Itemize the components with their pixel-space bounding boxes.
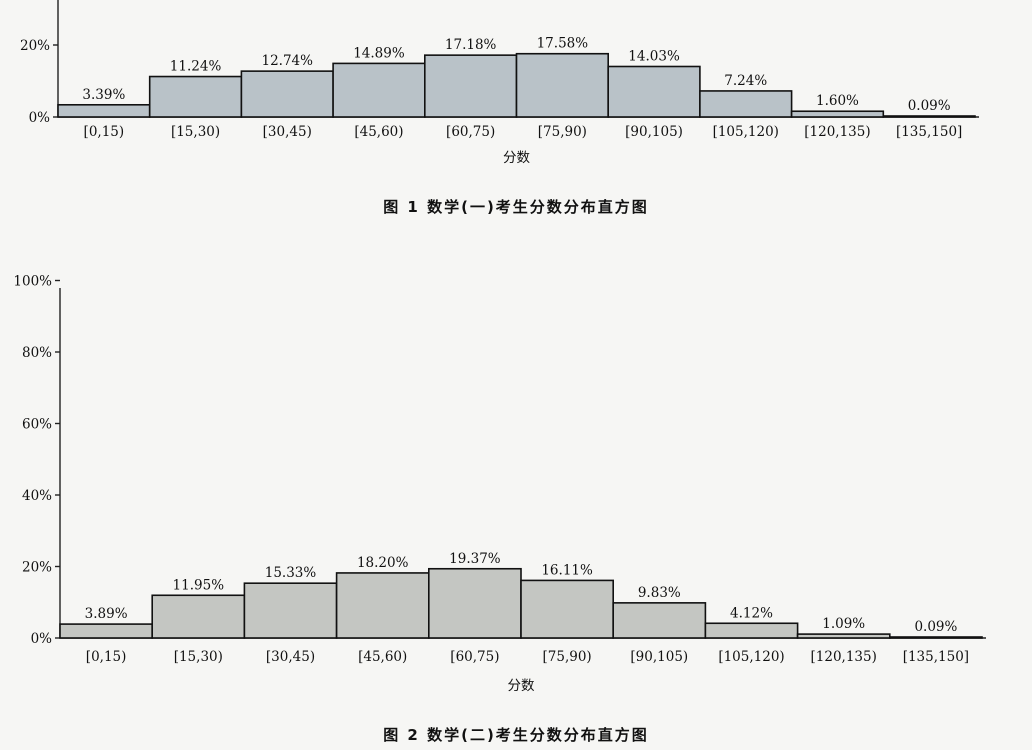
x-tick-label: [30,45): [266, 649, 315, 665]
data-label: 0.09%: [908, 98, 951, 114]
histogram-math-1: 0% 20% 3.39% [0,15) 11.24% [15,30) 12.74% [30,4…: [20, 0, 979, 166]
bar: [427, 567, 522, 639]
bar: [148, 75, 243, 118]
bar: [515, 52, 609, 118]
data-label: 9.83%: [638, 585, 681, 601]
data-label: 1.09%: [822, 616, 865, 632]
x-tick-label: [60,75): [450, 649, 499, 665]
data-label: 16.11%: [541, 562, 593, 578]
x-tick-label: [120,135): [811, 649, 877, 665]
y-tick-label: 80%: [22, 345, 52, 361]
bar: [790, 110, 885, 118]
x-tick-label: [135,150]: [903, 649, 969, 665]
x-tick-label: [15,30): [174, 649, 223, 665]
y-tick-label: 20%: [20, 38, 50, 54]
bar: [243, 582, 338, 639]
y-tick-label: 20%: [22, 560, 52, 576]
bar: [57, 103, 151, 118]
bar: [796, 633, 891, 639]
data-label: 17.58%: [537, 36, 589, 52]
bar: [335, 572, 430, 639]
data-label: 0.09%: [914, 619, 957, 635]
data-label: 3.39%: [82, 87, 125, 103]
data-label: 11.24%: [170, 59, 222, 75]
data-label: 11.95%: [173, 577, 225, 593]
x-tick-label: [75,90): [538, 124, 587, 140]
x-tick-label: [90,105): [625, 124, 683, 140]
bar: [704, 622, 799, 639]
x-tick-label: [120,135): [804, 124, 870, 140]
bar: [332, 62, 426, 118]
bar: [612, 602, 707, 639]
data-label: 4.12%: [730, 605, 773, 621]
x-tick-label: [0,15): [84, 124, 125, 140]
x-tick-label: [90,105): [630, 649, 688, 665]
data-label: 18.20%: [357, 555, 409, 571]
x-tick-label: [135,150]: [896, 124, 962, 140]
x-tick-label: [105,120): [718, 649, 784, 665]
figure-1-caption: 图 1 数学(一)考生分数分布直方图: [383, 198, 649, 216]
bar: [423, 54, 518, 118]
x-axis-title: 分数: [508, 678, 536, 694]
x-tick-label: [60,75): [446, 124, 495, 140]
y-tick-label: 100%: [13, 274, 52, 290]
data-label: 3.89%: [85, 606, 128, 622]
x-tick-label: [0,15): [86, 649, 127, 665]
data-label: 14.89%: [353, 45, 405, 61]
data-label: 7.24%: [724, 73, 767, 89]
bar: [240, 70, 334, 118]
x-tick-label: [105,120): [713, 124, 779, 140]
data-label: 17.18%: [445, 37, 497, 53]
figure-2-caption: 图 2 数学(二)考生分数分布直方图: [383, 726, 649, 744]
x-tick-label: [15,30): [171, 124, 220, 140]
y-tick-label: 60%: [22, 417, 52, 433]
x-tick-label: [45,60): [358, 649, 407, 665]
y-tick-label: 40%: [22, 488, 52, 504]
data-label: 12.74%: [262, 53, 314, 69]
data-label: 19.37%: [449, 551, 501, 567]
bar: [520, 579, 614, 639]
x-axis-title: 分数: [503, 150, 531, 166]
x-tick-label: [45,60): [354, 124, 403, 140]
bar: [699, 90, 793, 118]
y-tick-label: 0%: [29, 110, 51, 126]
bar: [59, 623, 153, 639]
x-tick-label: [30,45): [263, 124, 312, 140]
bar: [607, 65, 701, 118]
bar: [888, 636, 983, 639]
histogram-math-2: 0% 20% 40% 60% 80% 100% 3.89% [0,15) 11.95% [15,3…: [13, 274, 986, 694]
data-label: 1.60%: [816, 93, 859, 109]
data-label: 14.03%: [628, 48, 680, 64]
bar: [882, 115, 976, 118]
y-tick-label: 0%: [31, 631, 53, 647]
x-tick-label: [75,90): [543, 649, 592, 665]
bar: [151, 594, 246, 639]
data-label: 15.33%: [265, 565, 317, 581]
